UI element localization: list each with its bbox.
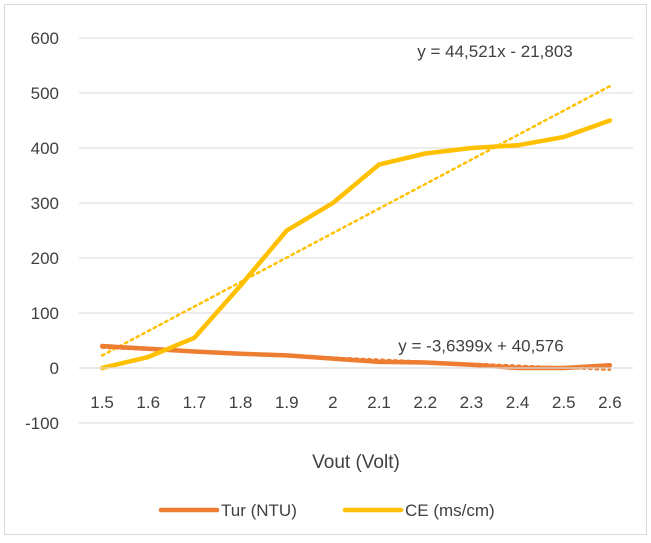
data-series	[99, 118, 613, 371]
y-tick-label: 600	[31, 29, 59, 48]
y-tick-label: 500	[31, 84, 59, 103]
x-tick-label: 1.6	[136, 393, 160, 412]
legend: Tur (NTU) CE (ms/cm)	[158, 501, 495, 520]
trendline-equation: y = -3,6399x + 40,576	[398, 337, 563, 356]
series-line	[99, 118, 613, 371]
legend-label: CE (ms/cm)	[405, 501, 495, 520]
x-tick-label: 1.7	[183, 393, 207, 412]
x-tick-label: 2.5	[552, 393, 576, 412]
x-tick-label: 2.3	[460, 393, 484, 412]
x-axis-tick-labels: 1.5 1.6 1.7 1.8 1.9 2 2.1 2.2 2.3 2.4 2.5 2.6	[90, 393, 621, 412]
x-tick-label: 2.6	[598, 393, 622, 412]
trendlines	[100, 84, 612, 371]
gridlines	[79, 37, 633, 424]
y-tick-label: 300	[31, 194, 59, 213]
x-tick-label: 1.9	[275, 393, 299, 412]
x-tick-label: 2	[328, 393, 337, 412]
y-tick-label: 100	[31, 304, 59, 323]
chart-container: -100 0 100 200 300 400 500 600 1.5 1.6 1.7 1.8 1.9 2…	[4, 4, 647, 535]
x-tick-label: 2.1	[367, 393, 391, 412]
y-tick-label: 200	[31, 249, 59, 268]
x-tick-label: 2.4	[506, 393, 530, 412]
x-tick-label: 2.2	[413, 393, 437, 412]
trendline	[100, 84, 612, 357]
line-chart: -100 0 100 200 300 400 500 600 1.5 1.6 1.7 1.8 1.9 2…	[25, 29, 633, 520]
trendline-equations: y = -3,6399x + 40,576 y = 44,521x - 21,80…	[398, 42, 572, 356]
trendline-equation: y = 44,521x - 21,803	[417, 42, 572, 61]
legend-label: Tur (NTU)	[221, 501, 297, 520]
y-axis-tick-labels: -100 0 100 200 300 400 500 600	[25, 29, 59, 433]
y-tick-label: 0	[50, 359, 59, 378]
x-axis-title: Vout (Volt)	[312, 452, 400, 473]
y-tick-label: -100	[25, 414, 59, 433]
y-tick-label: 400	[31, 139, 59, 158]
x-tick-label: 1.8	[229, 393, 253, 412]
x-tick-label: 1.5	[90, 393, 114, 412]
